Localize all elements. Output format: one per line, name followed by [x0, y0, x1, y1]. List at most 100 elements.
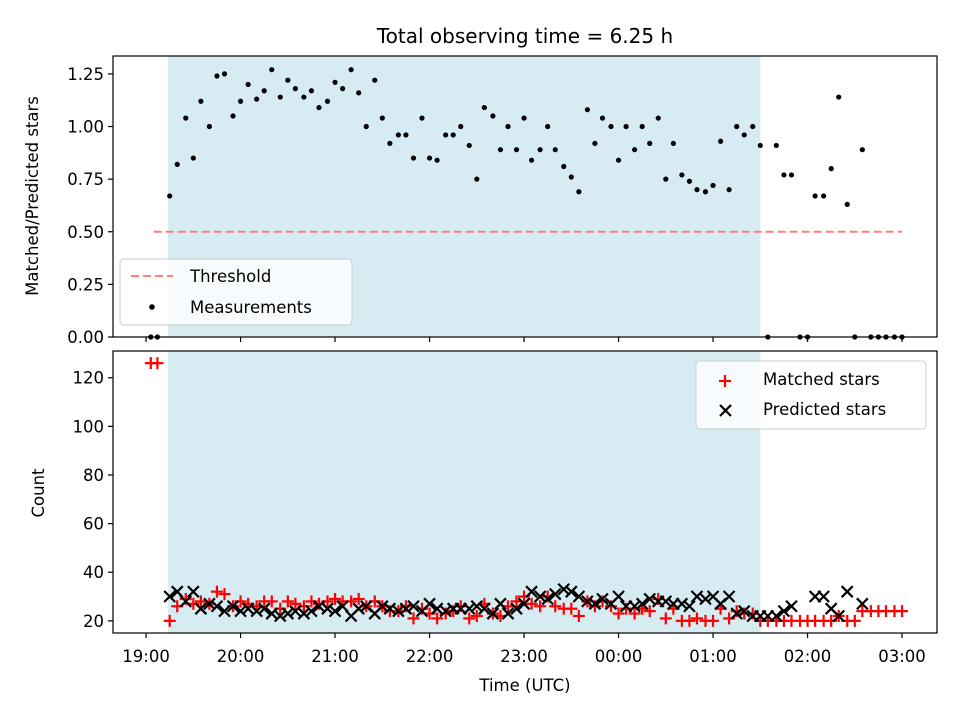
measurement-point	[702, 189, 709, 195]
xtick-label: 03:00	[878, 647, 926, 666]
measurement-point	[301, 94, 307, 100]
predicted-star-point	[722, 590, 736, 603]
predicted-star-point	[305, 604, 318, 618]
predicted-star-point	[163, 590, 176, 603]
legend-bottom: Matched stars Predicted stars	[695, 360, 927, 430]
y-axis-label-top: Matched/Predicted stars	[23, 96, 42, 296]
measurement-point	[615, 157, 622, 163]
measurement-point	[663, 176, 669, 182]
bottom-ytick-label: 20	[83, 612, 104, 631]
top-panel: 0.00 0.25 0.50 0.75 1.00 1.25 Total observing…	[23, 24, 938, 347]
predicted-star-point	[557, 582, 571, 596]
matched-star-point	[470, 609, 483, 622]
matched-star-point	[281, 595, 294, 608]
predicted-star-point	[210, 599, 224, 613]
measurement-point	[726, 187, 732, 193]
measurement-point	[419, 115, 425, 121]
measurement-point	[308, 88, 315, 94]
predicted-star-point	[628, 599, 641, 613]
predicted-star-point	[785, 599, 798, 613]
xtick-label: 20:00	[217, 647, 265, 666]
predicted-star-point	[565, 585, 578, 598]
predicted-star-point	[187, 585, 200, 598]
measurement-point	[372, 77, 378, 83]
measurement-point	[245, 81, 251, 88]
measurement-point	[592, 140, 598, 146]
predicted-star-point	[683, 599, 696, 613]
axes-frame-top	[112, 55, 938, 338]
matched-star-point	[565, 602, 578, 615]
matched-star-point	[407, 612, 420, 625]
predicted-star-point	[328, 604, 342, 618]
measurement-point	[561, 163, 567, 170]
measurement-point	[632, 147, 638, 153]
measurement-point	[513, 147, 520, 153]
predicted-star-point	[817, 590, 830, 603]
bottom-ytick-label: 120	[73, 369, 105, 388]
predicted-star-point	[730, 607, 743, 620]
predicted-star-point	[423, 597, 436, 611]
xtick-label: 00:00	[595, 647, 643, 666]
xtick-label: 19:00	[122, 647, 170, 666]
measurement-point	[190, 155, 196, 161]
legend-label-threshold: Threshold	[189, 267, 271, 286]
bottom-ytick-label: 80	[83, 466, 104, 485]
top-ytick-label: 0.50	[67, 223, 104, 242]
matched-star-point	[431, 612, 444, 625]
measurement-point	[710, 182, 716, 189]
matched-star-point	[329, 592, 342, 605]
count-points	[144, 357, 909, 627]
predicted-star-point	[659, 595, 673, 608]
predicted-star-point	[494, 597, 507, 611]
predicted-star-point	[281, 607, 295, 620]
xtick-label: 02:00	[784, 647, 832, 666]
matched-star-point	[620, 602, 633, 615]
matched-star-point	[352, 592, 365, 605]
measurement-point	[450, 132, 456, 138]
measurement-point	[773, 142, 779, 149]
measurement-point	[718, 138, 724, 144]
predicted-star-point	[297, 607, 311, 620]
predicted-star-point	[250, 604, 263, 618]
matched-star-point	[848, 614, 861, 627]
measurement-point	[167, 193, 173, 199]
matched-star-point	[896, 605, 909, 618]
measurement-point	[670, 140, 676, 146]
top-ytick-label: 1.00	[67, 118, 104, 137]
measurement-point	[781, 172, 787, 178]
predicted-star-point	[699, 592, 712, 606]
predicted-star-point	[770, 609, 783, 623]
measurement-point	[812, 193, 818, 199]
measurement-point	[734, 123, 740, 130]
measurement-point	[458, 123, 464, 130]
measurement-point	[599, 115, 606, 121]
axes-frame-bottom	[112, 350, 938, 634]
predicted-star-point	[596, 592, 609, 606]
measurement-point	[403, 132, 409, 138]
predicted-star-point	[392, 604, 405, 618]
predicted-star-point	[517, 597, 531, 611]
y-ticks-bottom: 20 40 60 80 100 120	[73, 369, 113, 631]
matched-star-point	[730, 605, 743, 618]
top-ytick-label: 0.75	[67, 170, 104, 189]
predicted-star-point	[179, 595, 193, 608]
measurement-point	[529, 157, 535, 163]
measurement-point	[623, 123, 629, 130]
predicted-star-point	[635, 597, 649, 611]
measurement-point	[474, 176, 480, 182]
matched-star-point	[690, 612, 703, 625]
measurement-point	[443, 132, 449, 138]
matched-star-point	[534, 600, 547, 613]
legend-predicted-swatch	[719, 404, 732, 417]
measurement-point	[277, 94, 283, 100]
matched-star-point	[707, 614, 720, 627]
xtick-label: 21:00	[311, 647, 359, 666]
measurement-point	[821, 193, 827, 199]
x-ticks-bottom: 19:00 20:00 21:00 22:00 23:00 00:00 01:00 02:00…	[122, 633, 926, 666]
predicted-star-point	[194, 602, 208, 615]
predicted-star-point	[525, 585, 538, 598]
measurement-point	[828, 166, 834, 172]
x-axis-label: Time (UTC)	[478, 676, 570, 695]
measurement-point	[237, 98, 244, 104]
predicted-star-point	[572, 590, 586, 603]
